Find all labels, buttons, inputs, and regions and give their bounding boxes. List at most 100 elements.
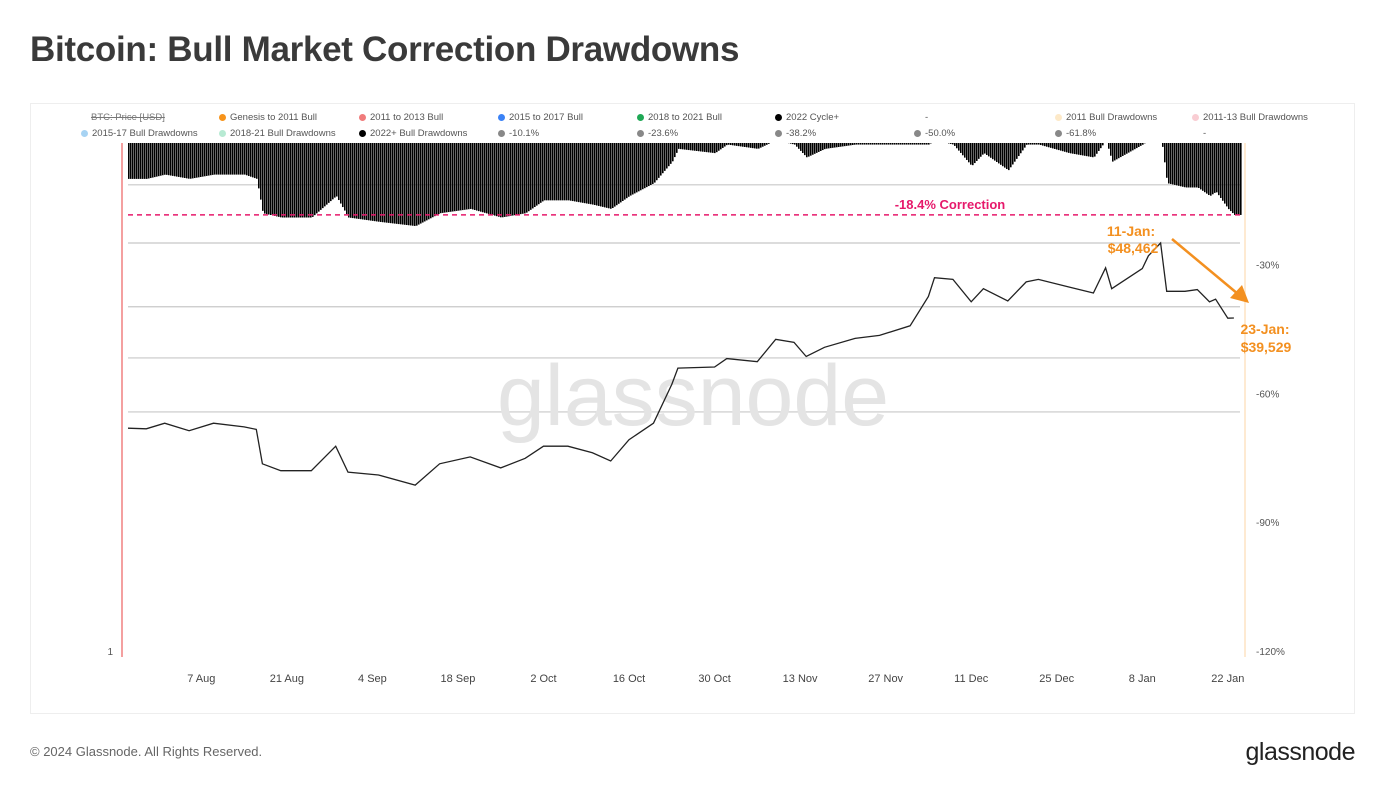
drawdown-bar (152, 143, 154, 178)
drawdown-bar (142, 143, 144, 179)
drawdown-bar (544, 143, 546, 201)
drawdown-bar (324, 143, 326, 207)
legend-item[interactable]: -50.0% (914, 128, 955, 139)
drawdown-bar (232, 143, 234, 175)
drawdown-bar (868, 143, 870, 145)
drawdown-bar (864, 143, 866, 145)
drawdown-bar (846, 143, 848, 146)
right-tick-label: -120% (1256, 647, 1285, 658)
drawdown-bar (826, 143, 828, 149)
drawdown-bar (768, 143, 770, 144)
drawdown-bar (830, 143, 832, 149)
drawdown-bar (738, 143, 740, 147)
legend-item[interactable]: BTC: Price [USD] (91, 112, 165, 123)
drawdown-bar (884, 143, 886, 145)
legend-item[interactable]: Genesis to 2011 Bull (219, 112, 317, 123)
drawdown-bar (1240, 143, 1242, 215)
drawdown-bar (716, 143, 718, 153)
drawdown-bar (262, 143, 264, 211)
drawdown-bar (910, 143, 912, 145)
drawdown-bar (854, 143, 856, 145)
drawdown-bar (384, 143, 386, 223)
drawdown-bar (752, 143, 754, 149)
drawdown-bar (954, 143, 956, 146)
drawdown-bar (880, 143, 882, 145)
drawdown-bar (150, 143, 152, 179)
drawdown-bar (304, 143, 306, 218)
drawdown-bar (454, 143, 456, 212)
drawdown-bar (1192, 143, 1194, 188)
drawdown-bar (1088, 143, 1090, 157)
drawdown-bar (872, 143, 874, 145)
legend-item[interactable]: -23.6% (637, 128, 678, 139)
drawdown-bar (1022, 143, 1024, 151)
drawdown-bar (1182, 143, 1184, 187)
drawdown-bar (832, 143, 834, 148)
drawdown-bar (242, 143, 244, 175)
drawdown-bar (1020, 143, 1022, 154)
drawdown-bar (160, 143, 162, 176)
drawdown-bar (248, 143, 250, 176)
legend-item[interactable]: -38.2% (775, 128, 816, 139)
drawdown-bar (888, 143, 890, 145)
legend-item[interactable]: -61.8% (1055, 128, 1096, 139)
drawdown-bar (1086, 143, 1088, 157)
legend-item[interactable]: 2015 to 2017 Bull (498, 112, 583, 123)
drawdown-bar (974, 143, 976, 164)
drawdown-bar (998, 143, 1000, 164)
drawdown-bar (156, 143, 158, 177)
drawdown-bar (704, 143, 706, 152)
drawdown-bar (342, 143, 344, 208)
legend-item[interactable]: 2022+ Bull Drawdowns (359, 128, 467, 139)
drawdown-bar (914, 143, 916, 145)
drawdown-bar (294, 143, 296, 218)
legend-item[interactable]: 2022 Cycle+ (775, 112, 839, 123)
drawdown-bar (966, 143, 968, 160)
drawdown-bar (902, 143, 904, 145)
drawdown-bar (650, 143, 652, 186)
drawdown-bar (648, 143, 650, 187)
drawdown-bar (810, 143, 812, 156)
drawdown-bar (662, 143, 664, 174)
drawdown-bar (928, 143, 930, 145)
high-annotation-date: 11-Jan: (1107, 223, 1155, 239)
drawdown-bar (732, 143, 734, 146)
drawdown-bar (714, 143, 716, 154)
drawdown-bar (890, 143, 892, 145)
legend-item[interactable]: - (925, 112, 928, 123)
legend-item[interactable]: 2015-17 Bull Drawdowns (81, 128, 198, 139)
drawdown-bar (968, 143, 970, 163)
drawdown-bar (526, 143, 528, 213)
drawdown-bar (256, 143, 258, 179)
drawdown-bar (278, 143, 280, 217)
drawdown-bar (168, 143, 170, 176)
drawdown-bar (580, 143, 582, 203)
drawdown-bar (862, 143, 864, 145)
drawdown-bar (442, 143, 444, 213)
drawdown-bar (1168, 143, 1170, 184)
drawdown-bar (380, 143, 382, 222)
drawdown-bar (1214, 143, 1216, 193)
legend-item[interactable]: 2011-13 Bull Drawdowns (1192, 112, 1308, 123)
drawdown-bar (606, 143, 608, 208)
legend-item[interactable]: 2011 to 2013 Bull (359, 112, 443, 123)
legend-item[interactable]: - (1203, 128, 1206, 139)
drawdown-bar (418, 143, 420, 225)
drawdown-bar (510, 143, 512, 216)
legend-item[interactable]: 2018 to 2021 Bull (637, 112, 722, 123)
legend-item[interactable]: 2011 Bull Drawdowns (1055, 112, 1157, 123)
drawdown-bar (994, 143, 996, 161)
drawdown-bar (1174, 143, 1176, 185)
drawdown-bar (388, 143, 390, 223)
drawdown-bar (1222, 143, 1224, 201)
legend-item[interactable]: 2018-21 Bull Drawdowns (219, 128, 336, 139)
correction-label: -18.4% Correction (895, 197, 1006, 212)
drawdown-bar (162, 143, 164, 176)
drawdown-bar (530, 143, 532, 210)
price-line (127, 241, 1234, 486)
drawdown-bar (508, 143, 510, 217)
drawdown-bar (1090, 143, 1092, 157)
drawdown-bar (1116, 143, 1118, 160)
legend-item[interactable]: -10.1% (498, 128, 539, 139)
